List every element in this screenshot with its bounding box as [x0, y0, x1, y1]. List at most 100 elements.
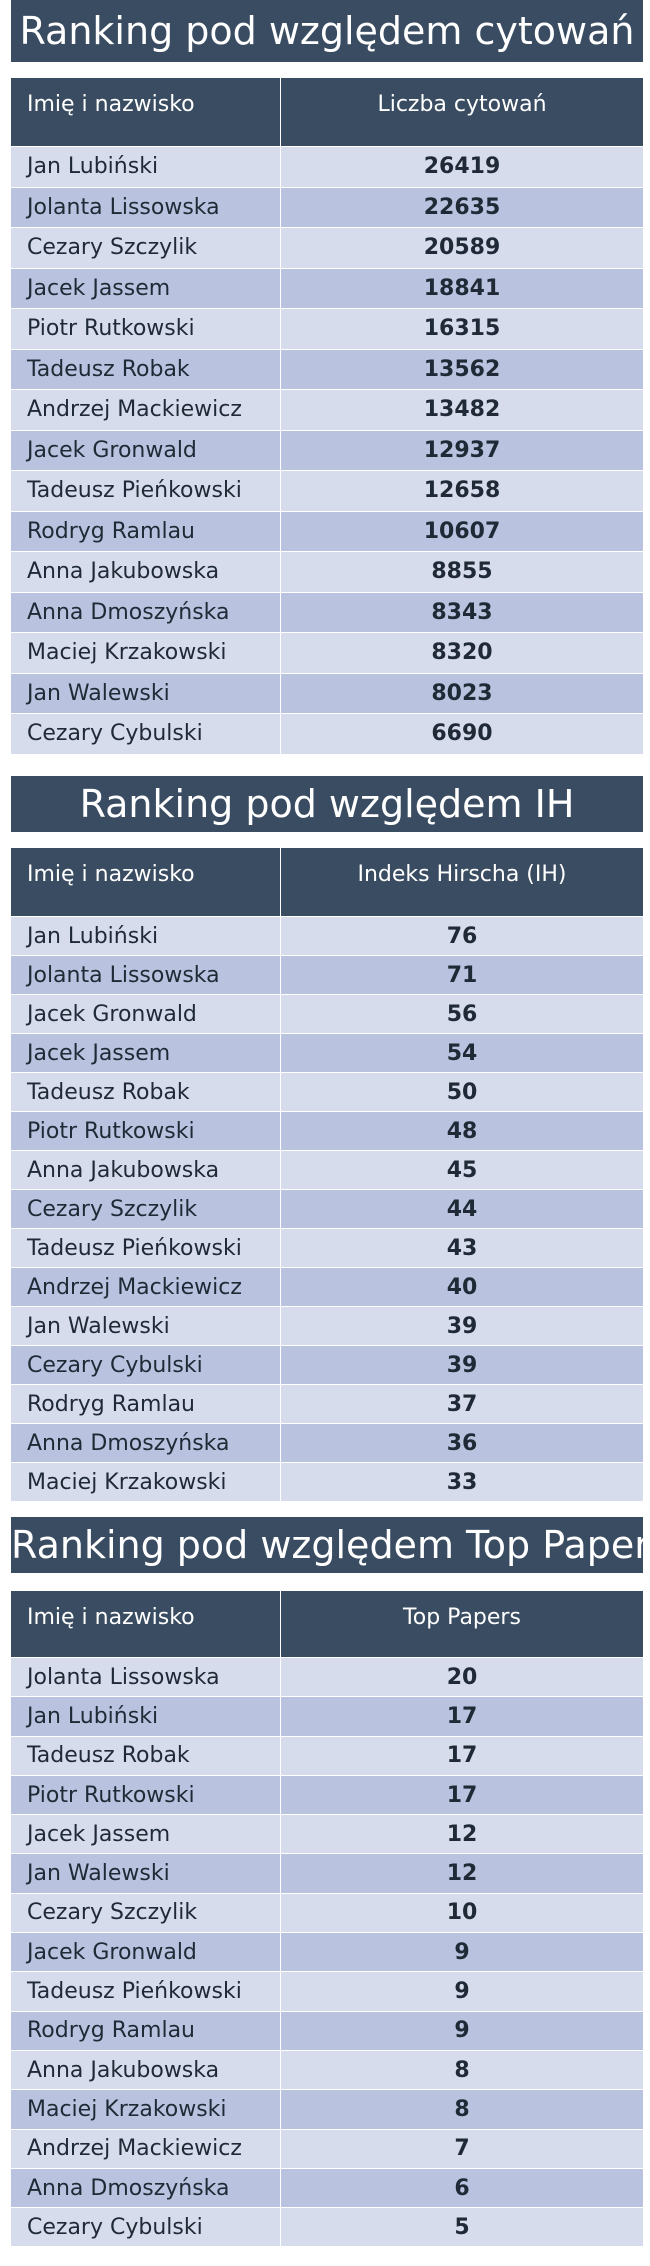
table-row: Tadeusz Pieńkowski 12658 — [11, 470, 643, 511]
value-cell: 13562 — [423, 356, 501, 382]
value-cell: 39 — [446, 1313, 478, 1339]
person-name-cell: Tadeusz Robak — [11, 1073, 281, 1111]
table-row: Rodryg Ramlau 10607 — [11, 510, 643, 551]
table-header: Imię i nazwisko Top Papers — [11, 1591, 643, 1657]
table-row: Jacek Gronwald 56 — [11, 994, 643, 1033]
spacer — [11, 1573, 643, 1591]
column-header-name: Imię i nazwisko — [11, 1591, 281, 1657]
value-cell: 16315 — [423, 316, 501, 342]
ranking-citations-section: Ranking pod względem cytowań Imię i nazw… — [11, 0, 643, 754]
person-name-cell: Maciej Krzakowski — [11, 633, 281, 673]
person-name-cell: Anna Jakubowska — [11, 1151, 281, 1189]
person-name-cell: Cezary Szczylik — [11, 228, 281, 268]
table-row: Jacek Jassem 18841 — [11, 267, 643, 308]
person-name-cell: Jacek Gronwald — [11, 995, 281, 1033]
person-name-cell: Piotr Rutkowski — [11, 1775, 281, 1815]
person-name-cell: Jacek Jassem — [11, 1815, 281, 1854]
person-name-cell: Jolanta Lissowska — [11, 187, 281, 227]
table-row: Jacek Gronwald 9 — [11, 1932, 643, 1972]
table-row: Jan Lubiński 26419 — [11, 146, 643, 187]
value-cell: 8 — [454, 2096, 470, 2122]
person-name-cell: Rodryg Ramlau — [11, 511, 281, 551]
value-cell: 9 — [454, 2018, 470, 2044]
table-row: Piotr Rutkowski 17 — [11, 1774, 643, 1815]
person-name-cell: Rodryg Ramlau — [11, 1385, 281, 1423]
value-cell: 76 — [446, 923, 478, 949]
person-name-cell: Jacek Gronwald — [11, 430, 281, 470]
person-name-cell: Cezary Cybulski — [11, 714, 281, 754]
value-cell: 8320 — [431, 640, 493, 666]
value-cell: 18841 — [423, 275, 501, 301]
table-row: Jan Walewski 8023 — [11, 672, 643, 713]
person-name-cell: Tadeusz Robak — [11, 1736, 281, 1775]
table-row: Anna Dmoszyńska 8343 — [11, 591, 643, 632]
table-row: Rodryg Ramlau 9 — [11, 2010, 643, 2050]
table-row: Jolanta Lissowska 20 — [11, 1657, 643, 1697]
table-row: Cezary Szczylik 44 — [11, 1189, 643, 1228]
section-title: Ranking pod względem cytowań — [11, 0, 643, 62]
person-name-cell: Jan Walewski — [11, 1307, 281, 1345]
table-row: Andrzej Mackiewicz 40 — [11, 1267, 643, 1306]
spacer — [11, 62, 643, 78]
column-header-name: Imię i nazwisko — [11, 78, 281, 146]
person-name-cell: Cezary Cybulski — [11, 1346, 281, 1384]
value-cell: 17 — [446, 1743, 478, 1769]
table-header: Imię i nazwisko Liczba cytowań — [11, 78, 643, 146]
table-row: Andrzej Mackiewicz 7 — [11, 2128, 643, 2168]
person-name-cell: Jacek Jassem — [11, 1034, 281, 1072]
value-cell: 12937 — [423, 437, 501, 463]
value-cell: 43 — [446, 1235, 478, 1261]
person-name-cell: Jolanta Lissowska — [11, 1658, 281, 1697]
value-cell: 12 — [446, 1821, 478, 1847]
person-name-cell: Jan Lubiński — [11, 917, 281, 955]
value-cell: 12658 — [423, 478, 501, 504]
table-row: Tadeusz Robak 50 — [11, 1072, 643, 1111]
person-name-cell: Jacek Jassem — [11, 268, 281, 308]
value-cell: 10 — [446, 1900, 478, 1926]
table-row: Anna Jakubowska 8855 — [11, 551, 643, 592]
table-body: Jan Lubiński 26419 Jolanta Lissowska 22635 C… — [11, 146, 643, 754]
person-name-cell: Rodryg Ramlau — [11, 2011, 281, 2050]
person-name-cell: Anna Jakubowska — [11, 552, 281, 592]
table-row: Tadeusz Robak 17 — [11, 1735, 643, 1775]
column-header-value: Top Papers — [403, 1605, 521, 1630]
section-title: Ranking pod względem IH — [11, 776, 643, 832]
ranking-top-papers-section: Ranking pod względem Top Papers Imię i n… — [11, 1517, 643, 2247]
value-cell: 6690 — [431, 721, 493, 747]
table-row: Anna Jakubowska 8 — [11, 2049, 643, 2090]
table-row: Piotr Rutkowski 16315 — [11, 308, 643, 349]
table-row: Jan Lubiński 76 — [11, 916, 643, 955]
table-row: Rodryg Ramlau 37 — [11, 1384, 643, 1423]
value-cell: 45 — [446, 1157, 478, 1183]
table-row: Cezary Cybulski 39 — [11, 1345, 643, 1384]
table-row: Jacek Gronwald 12937 — [11, 429, 643, 470]
value-cell: 44 — [446, 1196, 478, 1222]
value-cell: 71 — [446, 962, 478, 988]
person-name-cell: Andrzej Mackiewicz — [11, 1268, 281, 1306]
column-header-value: Indeks Hirscha (IH) — [357, 862, 567, 887]
person-name-cell: Andrzej Mackiewicz — [11, 390, 281, 430]
table-row: Anna Dmoszyńska 6 — [11, 2167, 643, 2208]
table-row: Jan Lubiński 17 — [11, 1696, 643, 1736]
ranking-h-index-section: Ranking pod względem IH Imię i nazwisko … — [11, 776, 643, 1501]
person-name-cell: Tadeusz Pieńkowski — [11, 471, 281, 511]
table-body: Jolanta Lissowska 20 Jan Lubiński 17 Tadeusz… — [11, 1657, 643, 2247]
value-cell: 12 — [446, 1861, 478, 1887]
value-cell: 13482 — [423, 397, 501, 423]
value-cell: 5 — [454, 2214, 470, 2240]
table-row: Jan Walewski 39 — [11, 1306, 643, 1345]
table-row: Jolanta Lissowska 22635 — [11, 186, 643, 227]
value-cell: 54 — [446, 1040, 478, 1066]
value-cell: 33 — [446, 1469, 478, 1495]
value-cell: 22635 — [423, 194, 501, 220]
table-row: Tadeusz Pieńkowski 9 — [11, 1971, 643, 2011]
table-body: Jan Lubiński 76 Jolanta Lissowska 71 Jacek G… — [11, 916, 643, 1501]
table-row: Maciej Krzakowski 33 — [11, 1462, 643, 1501]
column-header-name: Imię i nazwisko — [11, 848, 281, 916]
table-row: Tadeusz Pieńkowski 43 — [11, 1228, 643, 1267]
person-name-cell: Piotr Rutkowski — [11, 309, 281, 349]
value-cell: 8 — [454, 2057, 470, 2083]
value-cell: 7 — [454, 2136, 470, 2162]
table-row: Cezary Cybulski 6690 — [11, 713, 643, 754]
value-cell: 17 — [446, 1782, 478, 1808]
